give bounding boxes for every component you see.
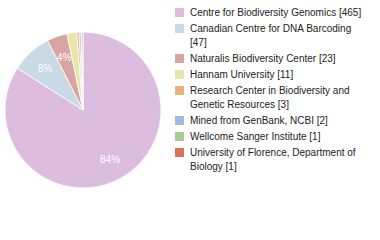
chart: 84% 8% 4% Centre for Biodiversity Genomics … — [0, 0, 380, 240]
data-label: 8% — [38, 63, 53, 74]
legend-swatch — [175, 24, 184, 33]
legend-swatch — [175, 70, 184, 79]
legend-swatch — [175, 116, 184, 125]
data-label: 4% — [57, 52, 72, 63]
legend-swatch — [175, 86, 184, 95]
legend-label: Research Center in Biodiversity andGenet… — [190, 85, 350, 110]
legend-label: Canadian Centre for DNA Barcoding[47] — [190, 23, 351, 48]
legend-label: Naturalis Biodiversity Center [23] — [190, 53, 336, 64]
pie-slice — [81, 32, 83, 110]
legend-swatch — [175, 54, 184, 63]
legend-label: University of Florence, Department ofBio… — [190, 147, 356, 172]
pie-slice — [82, 32, 84, 110]
legend-label: Mined from GenBank, NCBI [2] — [190, 115, 328, 126]
legend: Centre for Biodiversity Genomics [465] Ca… — [175, 7, 361, 172]
legend-swatch — [175, 148, 184, 157]
pie-slice — [5, 32, 161, 188]
pie — [5, 32, 161, 188]
legend-label: Wellcome Sanger Institute [1] — [190, 131, 321, 142]
pie-slice — [77, 32, 83, 110]
data-label: 84% — [100, 154, 120, 165]
legend-swatch — [175, 132, 184, 141]
legend-label: Hannam University [11] — [190, 69, 293, 80]
legend-label: Centre for Biodiversity Genomics [465] — [190, 7, 361, 18]
legend-swatch — [175, 8, 184, 17]
data-labels: 84% 8% 4% — [38, 52, 120, 165]
pie-slice — [67, 32, 83, 110]
pie-slice — [79, 32, 83, 110]
